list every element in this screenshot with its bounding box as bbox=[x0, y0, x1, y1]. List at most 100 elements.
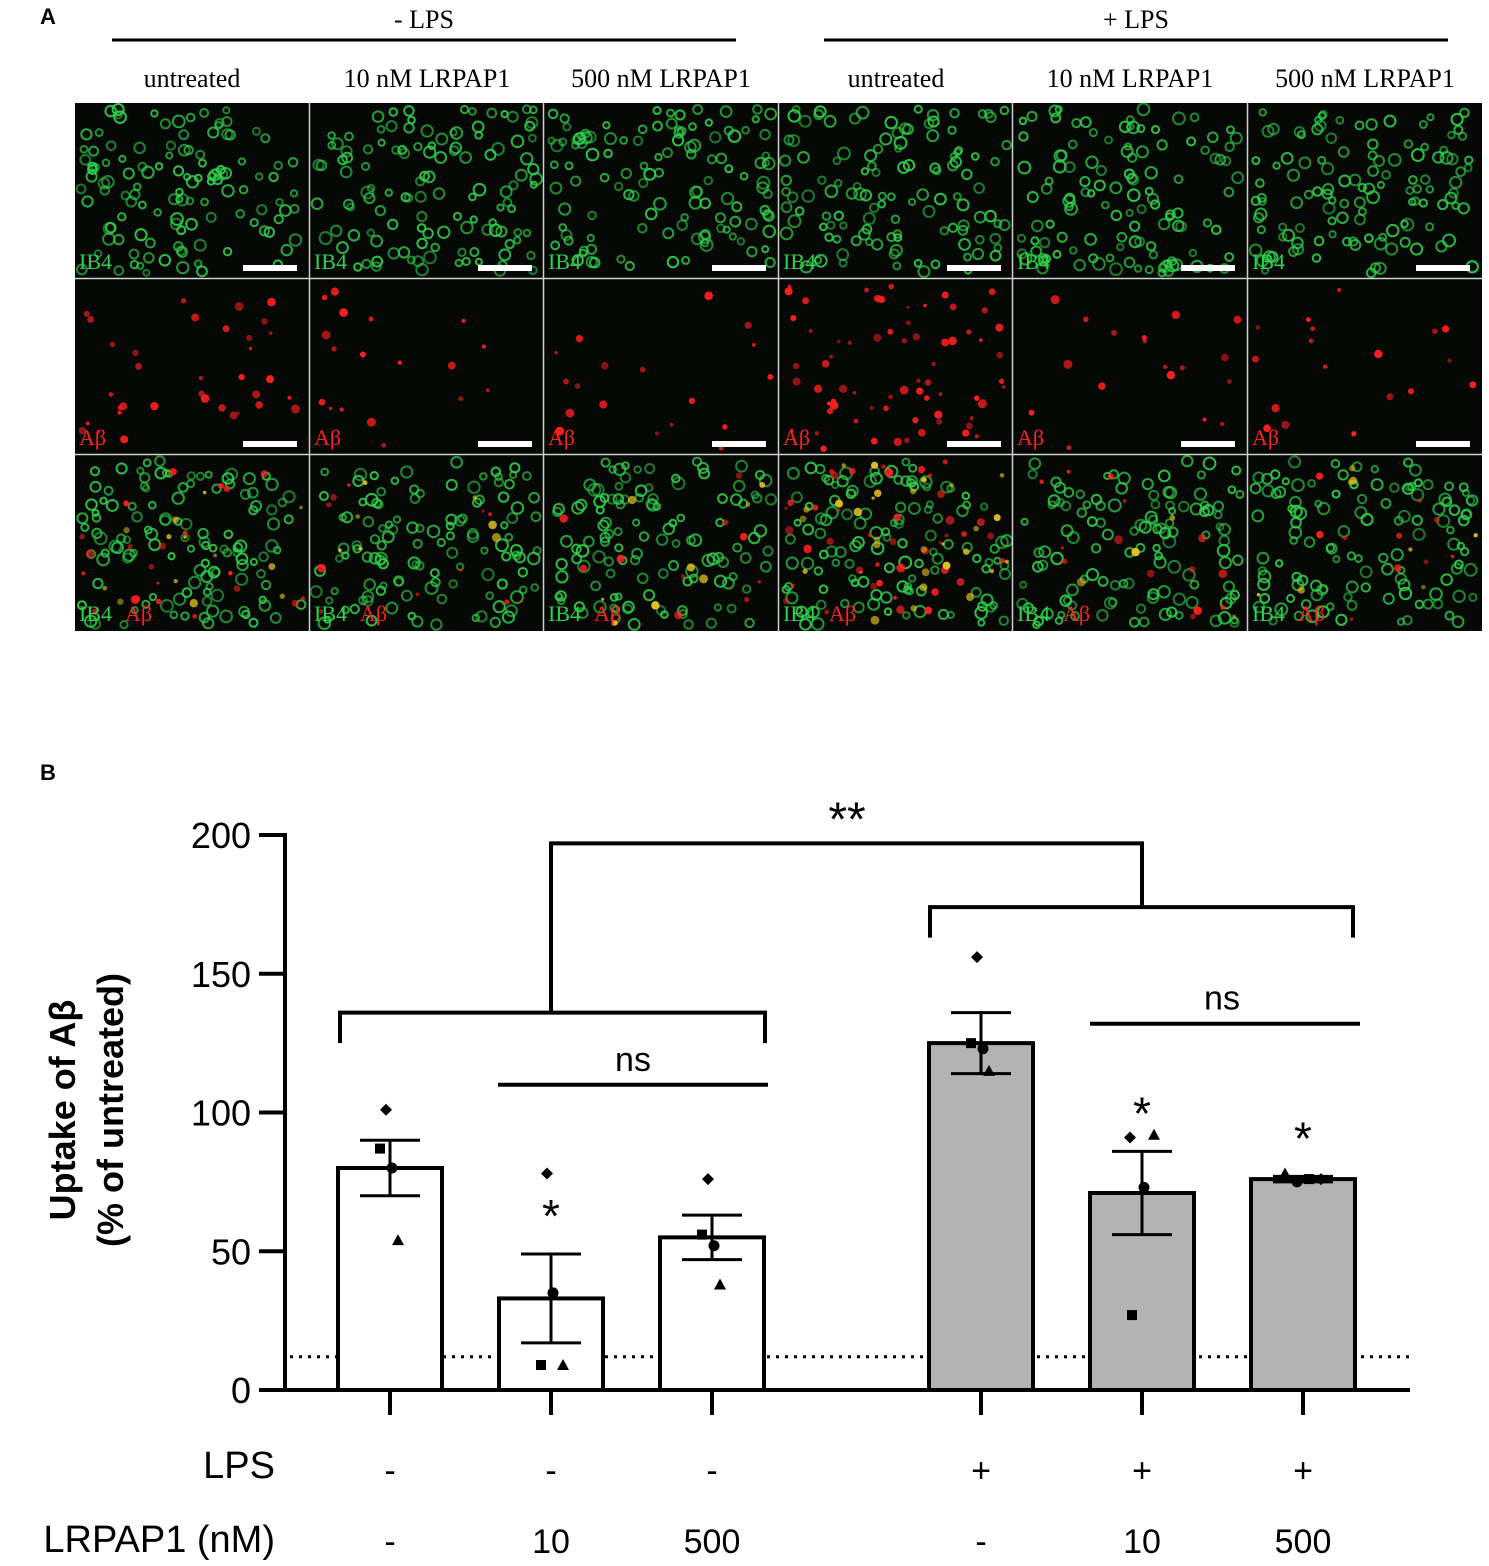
cell-green bbox=[717, 493, 728, 504]
cell-green bbox=[636, 572, 649, 585]
cell-green bbox=[131, 511, 143, 523]
cell-green bbox=[1376, 180, 1386, 190]
cell-green bbox=[283, 514, 294, 525]
abeta-spot bbox=[1111, 329, 1117, 336]
cell-green bbox=[1348, 236, 1359, 247]
cell-green bbox=[1116, 231, 1128, 243]
abeta-spot bbox=[961, 531, 967, 537]
cell-green bbox=[374, 204, 386, 217]
cell-green bbox=[1437, 199, 1449, 211]
cell-green bbox=[754, 156, 767, 170]
cell-green bbox=[1193, 487, 1208, 501]
abeta-spot bbox=[317, 563, 326, 573]
abeta-spot bbox=[841, 463, 846, 468]
cell-green bbox=[1055, 149, 1068, 162]
cell-green bbox=[403, 105, 415, 117]
cell-green bbox=[169, 610, 179, 620]
cell-green bbox=[1063, 161, 1076, 174]
cell-green bbox=[883, 607, 893, 616]
cell-green bbox=[562, 122, 572, 132]
cell-green bbox=[273, 214, 284, 225]
cell-green bbox=[787, 109, 801, 123]
abeta-spot bbox=[1122, 498, 1127, 503]
cell-green bbox=[1339, 198, 1350, 209]
cell-green bbox=[1229, 589, 1240, 601]
abeta-spot bbox=[108, 392, 114, 397]
abeta-spot bbox=[784, 287, 793, 296]
cell-green bbox=[1291, 571, 1303, 583]
cell-green bbox=[1448, 187, 1459, 199]
cell-green bbox=[1022, 602, 1035, 614]
cell-green bbox=[849, 539, 862, 553]
cell-green bbox=[511, 550, 522, 561]
cell-green bbox=[1468, 592, 1478, 602]
cell-green bbox=[1096, 609, 1109, 622]
cell-green bbox=[1256, 551, 1270, 565]
abeta-spot bbox=[1000, 558, 1006, 564]
cell-green bbox=[1209, 152, 1222, 165]
abeta-spot bbox=[1305, 317, 1311, 323]
abeta-spot bbox=[1421, 584, 1426, 590]
abeta-spot bbox=[993, 514, 1001, 522]
cell-green bbox=[143, 252, 155, 264]
cell-green bbox=[971, 247, 985, 261]
cell-green bbox=[1258, 108, 1267, 117]
abeta-spot bbox=[918, 428, 926, 437]
cell-green bbox=[612, 493, 625, 505]
lrpap1-value: - bbox=[384, 1523, 395, 1561]
cell-green bbox=[696, 461, 709, 474]
cell-green bbox=[1116, 242, 1125, 252]
cell-green bbox=[171, 491, 185, 505]
abeta-spot bbox=[956, 578, 965, 586]
cell-green bbox=[181, 587, 193, 598]
cell-green bbox=[89, 466, 101, 477]
cell-green bbox=[578, 248, 588, 258]
abeta-spot bbox=[96, 430, 101, 435]
abeta-spot bbox=[189, 599, 198, 608]
cell-green bbox=[939, 225, 950, 236]
cell-green bbox=[273, 160, 283, 171]
cell-green bbox=[365, 614, 378, 627]
cell-green bbox=[489, 616, 501, 628]
lps-value: + bbox=[1132, 1452, 1152, 1490]
cell-green bbox=[688, 533, 703, 548]
cell-green bbox=[624, 260, 635, 272]
tile-background bbox=[1013, 279, 1247, 455]
cell-green bbox=[341, 151, 354, 164]
cell-green bbox=[980, 502, 989, 511]
abeta-spot bbox=[912, 417, 919, 424]
cell-green bbox=[802, 523, 815, 536]
abeta-spot bbox=[893, 437, 902, 447]
cell-green bbox=[1464, 155, 1474, 165]
abeta-spot bbox=[802, 568, 808, 574]
abeta-spot bbox=[267, 297, 276, 307]
data-point-diamond bbox=[702, 1173, 714, 1186]
cell-green bbox=[1463, 562, 1478, 577]
cell-green bbox=[397, 145, 408, 155]
cell-green bbox=[728, 232, 737, 241]
cell-green bbox=[599, 172, 610, 183]
cell-green bbox=[1186, 136, 1197, 147]
cell-green bbox=[558, 223, 568, 232]
cell-green bbox=[471, 120, 485, 134]
cell-green bbox=[400, 589, 413, 602]
cell-green bbox=[798, 114, 812, 128]
cell-green bbox=[80, 128, 93, 141]
cell-green bbox=[780, 174, 792, 187]
abeta-spot bbox=[1255, 325, 1261, 330]
cell-green bbox=[832, 234, 842, 244]
abeta-spot bbox=[1432, 328, 1438, 335]
cell-green bbox=[481, 567, 495, 582]
cell-green bbox=[1185, 595, 1199, 609]
cell-green bbox=[468, 107, 477, 116]
cell-green bbox=[739, 171, 749, 181]
abeta-spot bbox=[260, 470, 268, 478]
cell-green bbox=[1273, 485, 1287, 499]
cell-green bbox=[1458, 482, 1469, 493]
cell-green bbox=[327, 140, 337, 150]
abeta-spot bbox=[1417, 498, 1422, 503]
cell-green bbox=[136, 466, 145, 475]
abeta-spot bbox=[873, 333, 882, 342]
cell-green bbox=[142, 458, 152, 468]
cell-green bbox=[1321, 188, 1333, 200]
